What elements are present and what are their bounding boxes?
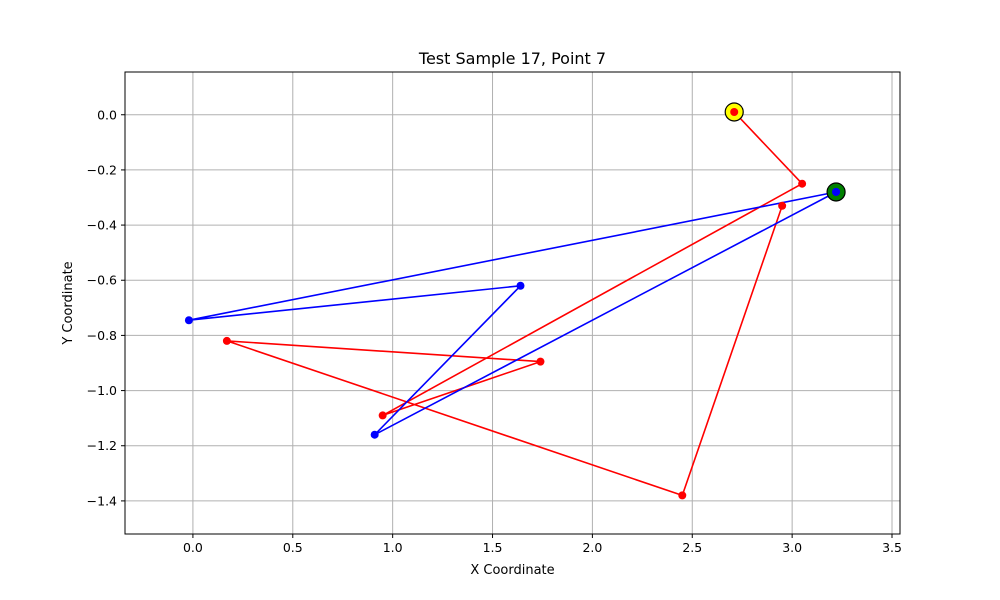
series-1-point-2 bbox=[516, 281, 525, 290]
x-tick-label: 3.5 bbox=[882, 540, 902, 555]
y-tick-label: −0.8 bbox=[87, 328, 117, 343]
y-tick-label: −1.2 bbox=[87, 438, 117, 453]
chart-title: Test Sample 17, Point 7 bbox=[418, 49, 606, 68]
x-tick-label: 2.5 bbox=[682, 540, 702, 555]
series-0-point-2 bbox=[378, 411, 387, 420]
x-axis-title: X Coordinate bbox=[470, 563, 554, 578]
y-tick-label: −1.4 bbox=[87, 493, 117, 508]
x-tick-label: 2.0 bbox=[582, 540, 602, 555]
x-tick-label: 0.0 bbox=[183, 540, 203, 555]
y-tick-label: −0.6 bbox=[87, 273, 117, 288]
y-tick-label: −1.0 bbox=[87, 383, 117, 398]
series-0-point-0 bbox=[730, 107, 739, 116]
series-0-point-6 bbox=[778, 201, 787, 210]
series-1-point-3 bbox=[184, 316, 193, 325]
series-1-point-1 bbox=[370, 430, 379, 439]
series-0-point-5 bbox=[678, 491, 687, 500]
grid-layer bbox=[125, 72, 900, 534]
y-tick-label: 0.0 bbox=[97, 107, 117, 122]
series-0-point-4 bbox=[222, 336, 231, 345]
x-tick-label: 3.0 bbox=[782, 540, 802, 555]
series-0-point-3 bbox=[536, 357, 545, 366]
y-tick-label: −0.4 bbox=[87, 218, 117, 233]
x-tick-label: 1.5 bbox=[483, 540, 503, 555]
series-0-point-1 bbox=[798, 179, 807, 188]
plot-frame bbox=[124, 71, 901, 535]
tick-layer: 0.0 0.5 1.0 1.5 2.0 2.5 3.0 3.5 0.0 −0.2 −0.4 −0.6 −… bbox=[87, 107, 902, 555]
x-tick-label: 0.5 bbox=[283, 540, 303, 555]
y-tick-label: −0.2 bbox=[87, 162, 117, 177]
plot-area bbox=[125, 72, 900, 534]
y-axis-title: Y Coordinate bbox=[61, 261, 76, 345]
x-tick-label: 1.0 bbox=[383, 540, 403, 555]
marker-layer bbox=[184, 102, 846, 500]
series-1-point-4 bbox=[832, 187, 841, 196]
